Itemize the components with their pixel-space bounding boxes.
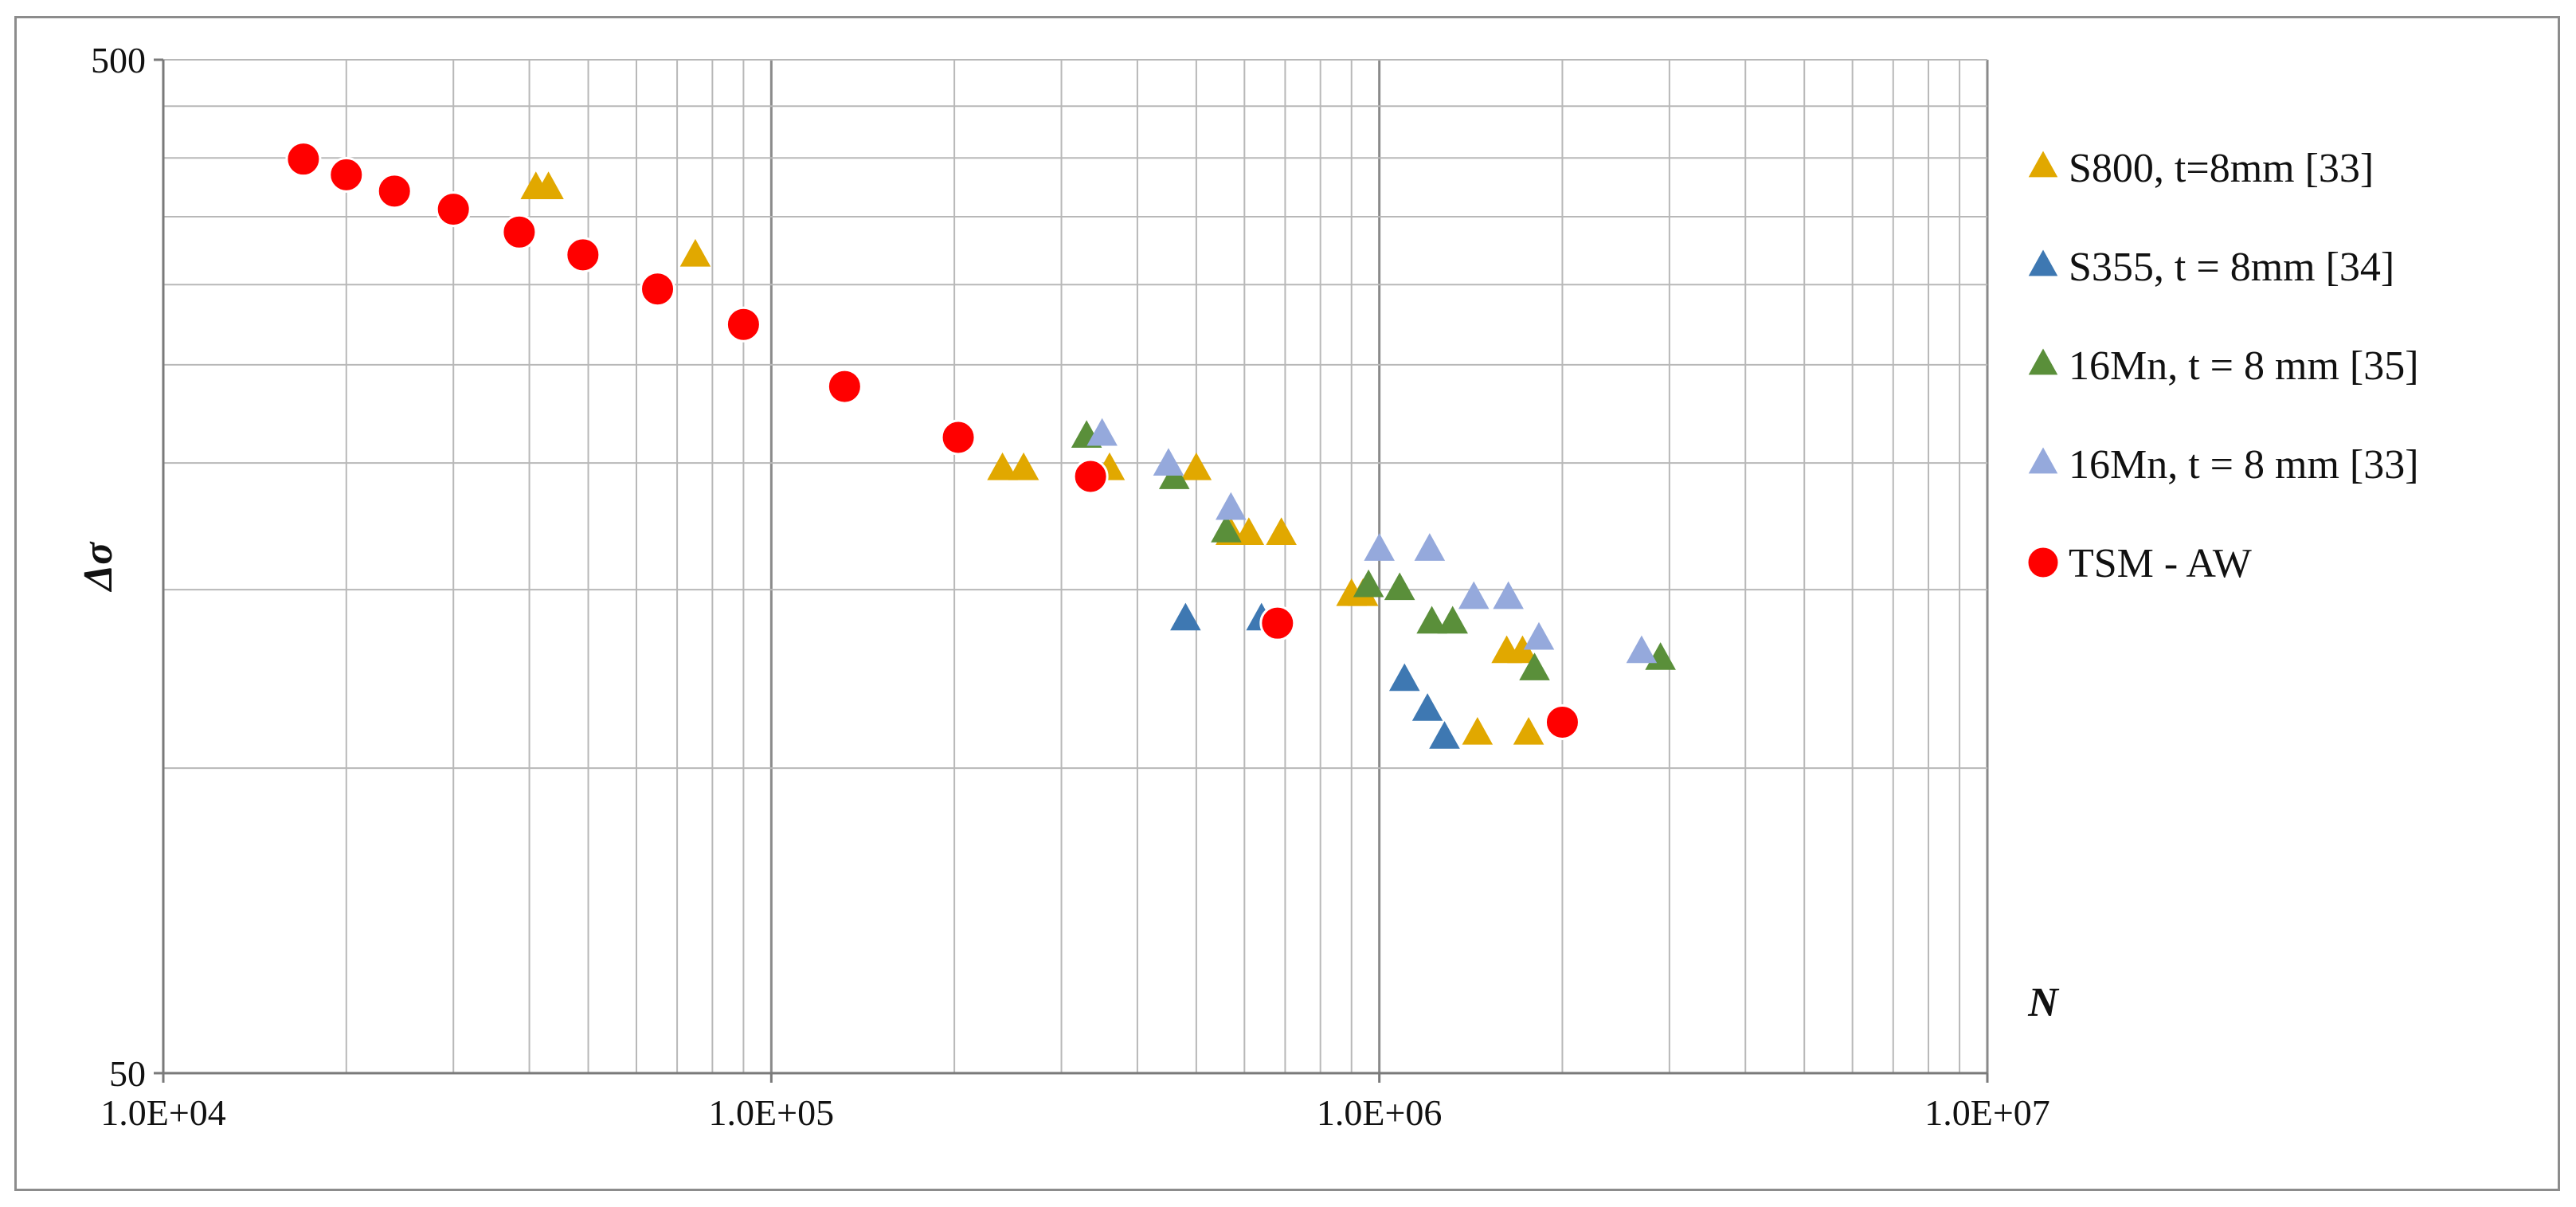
data-point: [376, 173, 413, 210]
data-point: [1462, 716, 1494, 745]
data-point: [1211, 515, 1242, 543]
data-point: [1072, 458, 1109, 495]
data-point: [1266, 517, 1297, 546]
data-point: [940, 419, 977, 456]
axes: 1.0E+04 1.0E+05 1.0E+06 1.0E+07 50 500 Δσ N: [76, 40, 2060, 1133]
x-tick-label: 1.0E+05: [709, 1092, 835, 1133]
data-point: [1153, 448, 1184, 476]
series-2: [1071, 420, 1676, 680]
legend-marker: [2028, 447, 2058, 474]
data-point: [1180, 452, 1212, 480]
data-point: [1523, 621, 1555, 650]
data-point: [1544, 703, 1580, 740]
legend-marker: [2026, 545, 2061, 580]
legend-entry: TSM - AW: [2069, 541, 2252, 586]
y-tick-label: 500: [91, 40, 146, 80]
data-point: [533, 171, 564, 199]
data-point: [1233, 517, 1265, 546]
data-point: [1519, 652, 1550, 680]
data-point: [640, 271, 676, 308]
data-point: [1008, 452, 1039, 480]
data-point: [1364, 533, 1395, 561]
legend-marker: [2028, 348, 2058, 375]
series-1: [1170, 602, 1460, 749]
data-point: [1384, 572, 1415, 601]
series-4: [285, 141, 1580, 740]
x-axis-label: N: [2027, 980, 2060, 1025]
x-tick-label: 1.0E+06: [1317, 1092, 1443, 1133]
legend-marker: [2028, 249, 2058, 276]
data-point: [1416, 605, 1447, 634]
y-tick-label: 50: [109, 1053, 146, 1094]
legend-entry: 16Mn, t = 8 mm [33]: [2069, 442, 2419, 488]
series-0: [520, 171, 1544, 745]
x-tick-label: 1.0E+07: [1924, 1092, 2050, 1133]
data-point: [1437, 605, 1468, 634]
data-point: [1353, 569, 1384, 598]
legend-entry: S800, t=8mm [33]: [2069, 146, 2374, 191]
x-tick-label: 1.0E+04: [100, 1092, 226, 1133]
data-point: [285, 141, 322, 178]
data-point: [826, 368, 863, 405]
data-point: [1414, 533, 1446, 561]
data-point: [1259, 605, 1296, 641]
legend: S800, t=8mm [33] S355, t = 8mm [34] 16Mn, …: [2026, 146, 2419, 586]
y-axis-label: Δσ: [76, 541, 121, 593]
data-point: [1170, 602, 1201, 631]
data-point: [1626, 635, 1658, 664]
data-point: [679, 238, 711, 267]
data-point: [1411, 693, 1443, 721]
data-point: [725, 306, 761, 343]
data-point: [1429, 721, 1460, 749]
data-point: [1513, 716, 1544, 745]
data-point: [987, 452, 1018, 480]
data-points: [285, 141, 1676, 749]
data-point: [328, 156, 365, 193]
legend-entry: 16Mn, t = 8 mm [35]: [2069, 343, 2419, 389]
data-point: [565, 237, 601, 273]
series-3: [1086, 417, 1658, 664]
data-point: [435, 191, 472, 228]
data-point: [1086, 417, 1118, 446]
legend-marker: [2028, 151, 2058, 178]
data-point: [1493, 581, 1524, 609]
data-point: [1216, 492, 1247, 520]
legend-entry: S355, t = 8mm [34]: [2069, 245, 2394, 290]
data-point: [501, 214, 538, 250]
data-point: [1458, 581, 1490, 609]
data-point: [1388, 663, 1420, 692]
